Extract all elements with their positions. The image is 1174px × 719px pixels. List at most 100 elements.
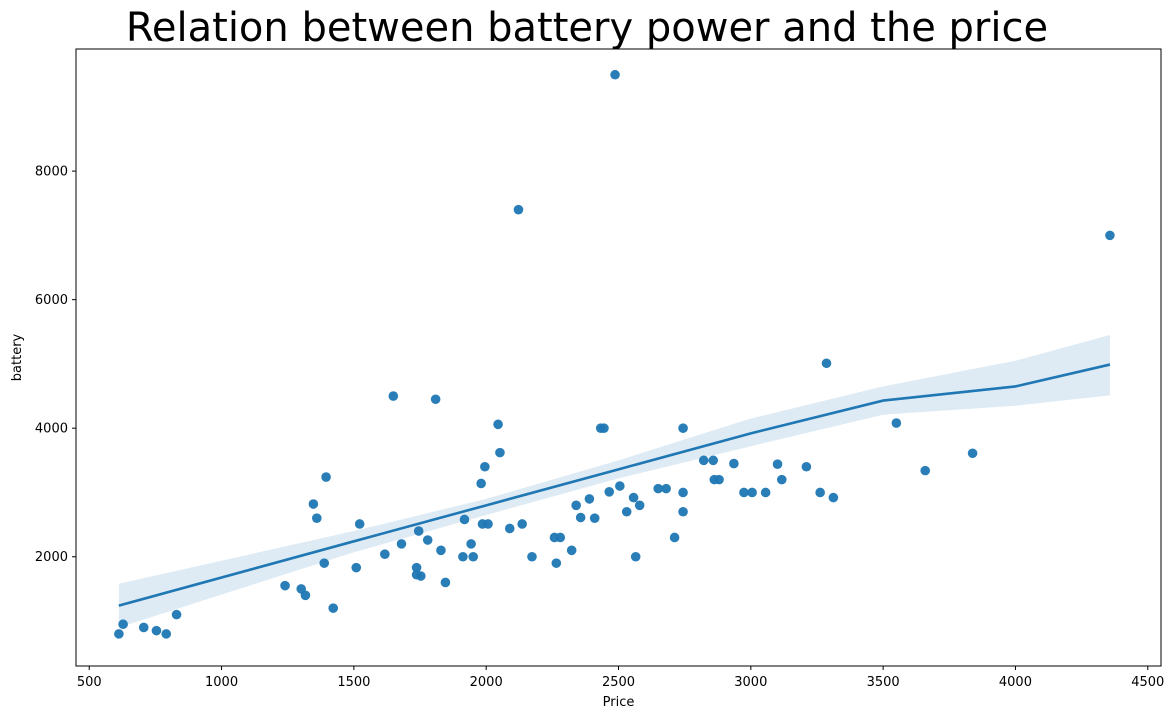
data-point	[599, 423, 609, 433]
y-tick-label: 8000	[35, 165, 68, 180]
data-point	[815, 487, 825, 498]
data-point	[630, 551, 641, 562]
data-point	[517, 519, 527, 529]
data-point	[821, 358, 832, 369]
data-point	[416, 571, 426, 581]
data-point	[161, 629, 172, 639]
confidence-band-layer	[118, 335, 1110, 628]
x-tick-label: 1000	[205, 675, 238, 690]
data-point	[891, 418, 902, 428]
data-point	[354, 519, 365, 529]
x-axis-label: Price	[603, 695, 635, 710]
data-point	[604, 487, 615, 497]
data-point	[571, 500, 581, 511]
data-point	[396, 539, 407, 549]
data-point	[118, 619, 128, 630]
data-point	[468, 551, 479, 562]
data-point	[772, 459, 783, 469]
data-point	[714, 474, 724, 485]
x-axis-ticks: 500 1000 1500 2000 2500 3000 3500 4000 4500	[77, 666, 1164, 690]
data-point	[828, 492, 839, 503]
data-point	[615, 481, 625, 491]
data-point	[920, 465, 931, 476]
data-point	[495, 447, 505, 458]
confidence-band	[118, 335, 1110, 628]
data-point	[747, 487, 757, 498]
data-point	[584, 494, 595, 504]
x-tick-label: 500	[77, 675, 102, 690]
data-point	[321, 472, 331, 482]
data-point	[493, 419, 503, 430]
data-point	[610, 69, 620, 80]
data-point	[138, 622, 149, 633]
data-point	[729, 458, 739, 469]
data-point	[504, 523, 515, 534]
data-point	[280, 580, 290, 591]
data-point	[801, 461, 812, 472]
data-point	[669, 532, 680, 543]
x-tick-label: 3500	[867, 675, 900, 690]
data-point	[513, 204, 524, 215]
y-tick-label: 6000	[35, 293, 68, 308]
data-point	[440, 577, 451, 588]
data-point	[527, 551, 537, 562]
data-point	[698, 455, 709, 466]
data-point	[476, 478, 486, 489]
y-axis-ticks: 2000 4000 6000 8000	[35, 165, 76, 565]
data-point	[653, 483, 663, 494]
data-point	[739, 487, 749, 498]
y-tick-label: 2000	[35, 550, 68, 565]
data-point	[328, 603, 339, 613]
data-point	[380, 549, 390, 559]
x-tick-label: 1500	[337, 675, 370, 690]
regression-line-layer	[118, 363, 1111, 607]
data-point	[458, 551, 468, 562]
data-point	[308, 499, 319, 509]
data-point	[151, 625, 162, 636]
data-point	[300, 590, 311, 601]
data-point	[628, 492, 639, 503]
data-point	[621, 506, 632, 517]
data-point	[430, 394, 441, 405]
y-axis-label: battery	[10, 333, 25, 381]
data-point	[483, 519, 493, 529]
data-point	[551, 558, 562, 568]
data-point	[776, 474, 787, 485]
data-point	[967, 448, 978, 459]
data-point	[413, 526, 424, 536]
data-point	[436, 545, 446, 556]
data-point	[678, 423, 688, 433]
data-point	[1105, 230, 1115, 241]
data-point	[411, 562, 422, 573]
regression-line	[118, 363, 1111, 607]
data-point	[566, 545, 577, 556]
data-point	[634, 500, 645, 511]
x-tick-label: 4500	[1131, 675, 1164, 690]
data-point	[575, 512, 586, 523]
y-tick-label: 4000	[35, 422, 68, 437]
data-point	[171, 609, 182, 620]
x-tick-label: 2500	[602, 675, 635, 690]
data-point	[351, 562, 362, 573]
data-point	[459, 514, 470, 525]
data-point	[466, 539, 476, 549]
data-point	[312, 513, 322, 523]
data-point	[661, 483, 671, 494]
data-point	[708, 455, 719, 466]
data-point	[760, 487, 771, 498]
data-point	[480, 461, 490, 472]
data-point	[319, 558, 330, 568]
data-point	[388, 391, 399, 401]
chart-title: Relation between battery power and the p…	[125, 5, 1049, 51]
x-tick-label: 2000	[470, 675, 503, 690]
data-points-layer	[114, 69, 1115, 639]
data-point	[589, 513, 600, 523]
data-point	[114, 629, 124, 639]
data-point	[555, 532, 566, 543]
x-tick-label: 4000	[999, 675, 1032, 690]
data-point	[422, 535, 433, 545]
data-point	[678, 506, 688, 517]
data-point	[678, 487, 688, 498]
x-tick-label: 3000	[734, 675, 767, 690]
